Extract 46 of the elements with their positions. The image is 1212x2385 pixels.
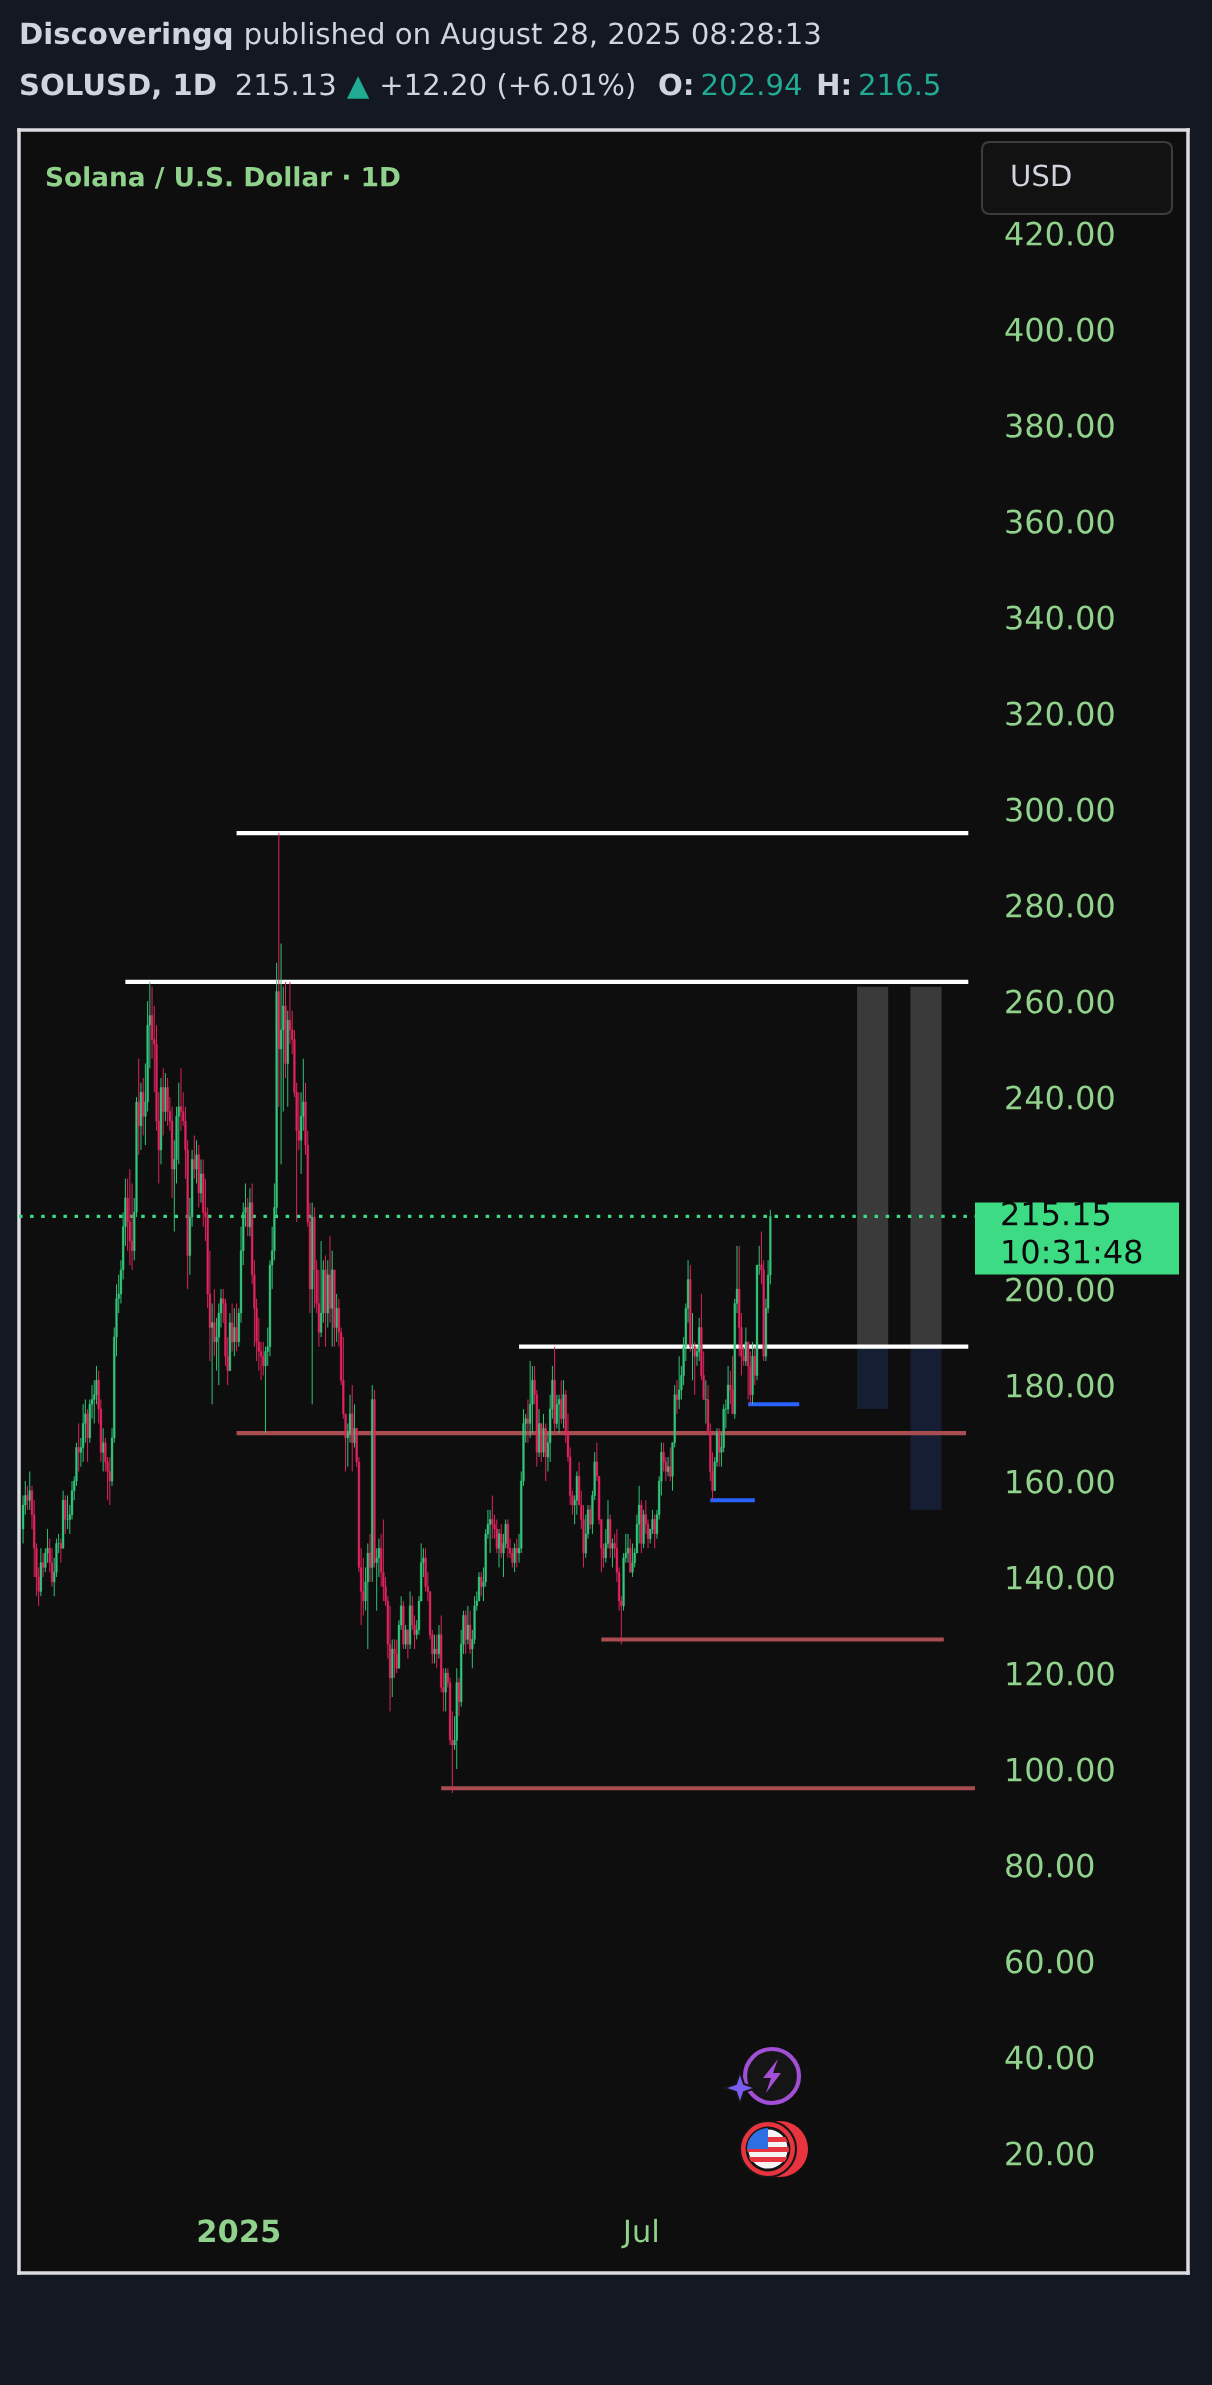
- text: 202.94: [702, 73, 801, 96]
- y-tick-label: 160.00: [1007, 1469, 1114, 1494]
- y-tick-label: 80.00: [1006, 1853, 1094, 1878]
- text: O:: [659, 73, 692, 96]
- y-tick-label: 140.00: [1007, 1565, 1114, 1590]
- x-tick-label: Jul: [621, 2218, 657, 2249]
- y-tick-label: 260.00: [1006, 989, 1114, 1014]
- candlestick: [199, 1159, 203, 1204]
- x-tick-label: 2025: [198, 2219, 280, 2243]
- text: 216.5: [860, 73, 939, 96]
- candlestick: [731, 1355, 734, 1415]
- y-tick-label: 100.00: [1007, 1757, 1114, 1782]
- candlestick: [744, 1327, 747, 1367]
- y-tick-label: 420.00: [1005, 221, 1114, 246]
- y-tick-label: 40.00: [1005, 2045, 1094, 2070]
- y-tick-label: 200.00: [1006, 1277, 1114, 1302]
- annotation: USD: [1012, 164, 1071, 187]
- candlestick: [653, 1514, 656, 1549]
- candlestick: [457, 1677, 461, 1717]
- text: SOLUSD, 1D: [21, 73, 216, 100]
- candlestick: [128, 1168, 131, 1266]
- text: H:: [818, 73, 849, 96]
- candlestick: [506, 1518, 510, 1559]
- y-tick-label: 340.00: [1006, 605, 1114, 630]
- y-tick-label: 60.00: [1006, 1949, 1094, 1974]
- y-tick-label: 300.00: [1006, 797, 1114, 822]
- text: ▲: [346, 76, 370, 99]
- y-tick-label: 400.00: [1005, 317, 1114, 342]
- y-tick-label: 120.00: [1007, 1661, 1114, 1686]
- candlestick: [395, 1638, 398, 1674]
- text: 215.13: [236, 73, 335, 96]
- y-tick-label: 380.00: [1006, 413, 1114, 438]
- candlestick: [320, 1240, 323, 1338]
- y-tick-label: 320.00: [1006, 701, 1114, 726]
- text: Solana / U.S. Dollar · 1D: [46, 166, 400, 189]
- y-tick-label: 360.00: [1006, 509, 1114, 534]
- y-tick-label: 280.00: [1006, 893, 1114, 918]
- annotation: 10:31:48: [1003, 1239, 1142, 1264]
- y-tick-label: 180.00: [1007, 1373, 1114, 1398]
- ref-line-label: 215.15: [1002, 1201, 1109, 1226]
- text: +12.20 (+6.01%): [382, 72, 634, 99]
- text: Discoveringq: [21, 21, 232, 51]
- y-tick-label: 20.00: [1006, 2141, 1094, 2166]
- text: published on August 28, 2025 08:28:13: [246, 21, 820, 51]
- candlestick: [529, 1360, 532, 1439]
- y-tick-label: 240.00: [1006, 1085, 1114, 1110]
